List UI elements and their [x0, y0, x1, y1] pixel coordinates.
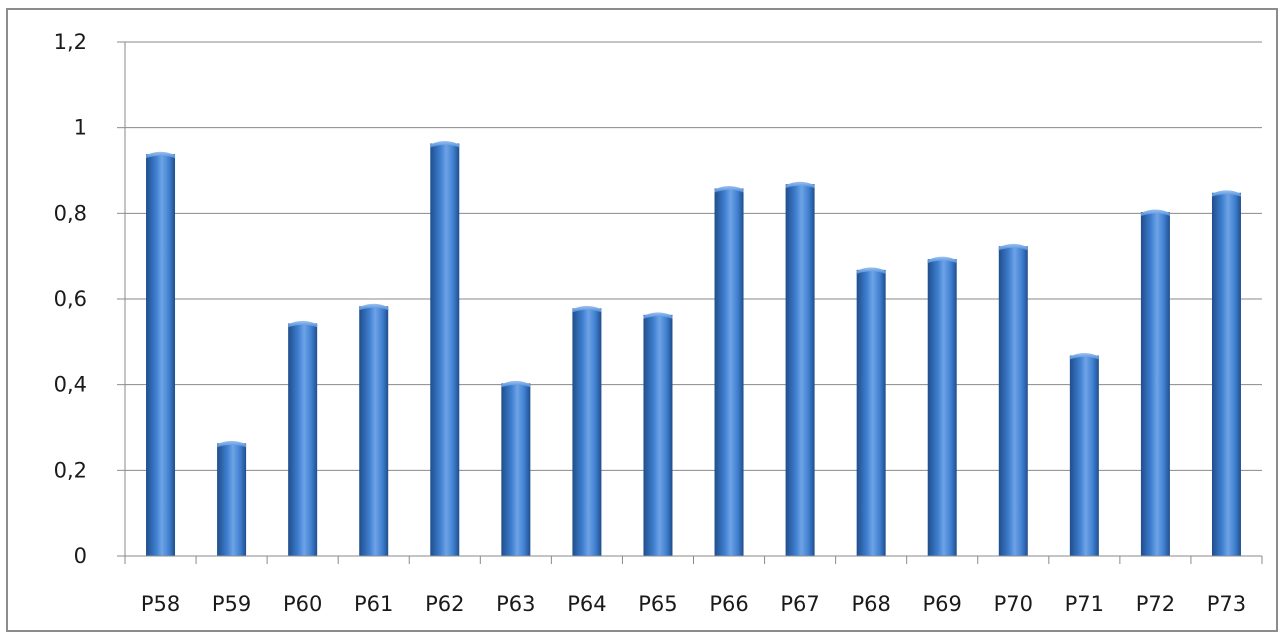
bar-body: [998, 246, 1028, 557]
bar-cap: [714, 185, 744, 193]
y-tick-label: 0,2: [54, 458, 87, 482]
bar-body: [1140, 212, 1170, 557]
bar-body: [572, 308, 602, 556]
bar-cap: [572, 305, 602, 313]
bar-p62: [430, 141, 460, 556]
y-tick-label: 0,4: [54, 373, 87, 397]
bar-cap: [927, 256, 957, 264]
x-tick-label: P59: [212, 592, 251, 616]
bar-body: [146, 154, 176, 556]
tick-labels: 0 0,2 0,4 0,6 0,8 1 1,2 P58 P59 P60 P61 P62 P63 P64 P6…: [54, 30, 1247, 616]
bar-body: [927, 259, 957, 556]
x-tick-label: P70: [994, 592, 1033, 616]
bar-cap: [643, 312, 673, 319]
x-tick-label: P73: [1207, 592, 1246, 616]
bar-cap: [359, 303, 389, 311]
x-tick-label: P60: [283, 592, 322, 616]
bar-p70: [998, 243, 1028, 557]
bars: [146, 141, 1241, 557]
bar-body: [714, 188, 744, 556]
bar-p63: [501, 380, 531, 556]
bar-p71: [1069, 353, 1099, 556]
bar-cap: [146, 151, 176, 159]
x-tick-label: P72: [1136, 592, 1175, 616]
bar-p68: [856, 267, 886, 556]
bar-p73: [1211, 190, 1241, 556]
x-tick-label: P65: [638, 592, 677, 616]
bar-p60: [288, 320, 318, 556]
bar-p67: [785, 181, 815, 557]
bar-cap: [217, 440, 247, 448]
bar-cap: [288, 320, 318, 328]
bar-body: [856, 269, 886, 556]
bar-p61: [359, 303, 389, 556]
bar-body: [1211, 192, 1241, 556]
bar-body: [359, 306, 389, 556]
bar-cap: [1140, 209, 1170, 217]
x-tick-label: P58: [141, 592, 180, 616]
x-tick-label: P66: [709, 592, 748, 616]
bar-p65: [643, 312, 673, 556]
bar-cap: [1211, 190, 1241, 197]
x-tick-label: P67: [780, 592, 819, 616]
x-tick-label: P64: [567, 592, 606, 616]
bar-p59: [217, 440, 247, 556]
y-tick-label: 0,8: [54, 201, 87, 225]
bar-cap: [785, 181, 815, 189]
bar-p58: [146, 151, 176, 556]
x-tick-label: P61: [354, 592, 393, 616]
bar-p69: [927, 256, 957, 556]
axes: [124, 42, 1263, 564]
bar-p72: [1140, 209, 1170, 557]
bar-body: [217, 443, 247, 556]
y-tick-label: 1: [74, 116, 87, 140]
bar-cap: [856, 267, 886, 274]
bar-body: [643, 314, 673, 556]
bar-cap: [501, 380, 531, 388]
x-tick-label: P71: [1065, 592, 1104, 616]
bar-cap: [998, 243, 1028, 251]
y-tick-label: 0: [74, 544, 87, 568]
bar-cap: [1069, 353, 1099, 360]
x-tick-label: P62: [425, 592, 464, 616]
y-tick-label: 0,6: [54, 287, 87, 311]
bar-p64: [572, 305, 602, 556]
bar-body: [288, 323, 318, 556]
bar-body: [1069, 355, 1099, 556]
x-tick-label: P63: [496, 592, 535, 616]
bar-cap: [430, 141, 460, 148]
bar-body: [501, 383, 531, 556]
bar-p66: [714, 185, 744, 556]
bar-body: [785, 184, 815, 557]
x-tick-label: P69: [923, 592, 962, 616]
bar-body: [430, 143, 460, 556]
y-tick-label: 1,2: [54, 30, 87, 54]
x-tick-label: P68: [851, 592, 890, 616]
